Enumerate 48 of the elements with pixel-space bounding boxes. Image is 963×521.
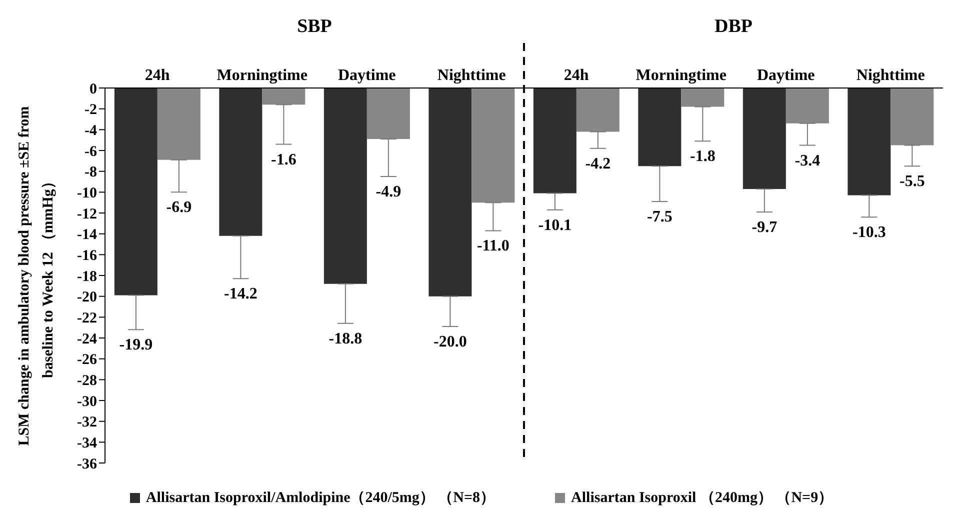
y-tick-label: -8	[84, 164, 97, 181]
y-axis-title: LSM change in ambulatory blood pressure ±SE from baseline to Week 12 （mmHg）	[15, 104, 57, 448]
data-label: -1.8	[690, 148, 716, 166]
x-tick-label: Morningtime	[216, 67, 308, 84]
y-tick-label: 0	[90, 81, 97, 98]
data-label: -19.9	[119, 336, 153, 354]
data-label: -11.0	[476, 238, 510, 255]
text: DBP	[714, 16, 753, 37]
x-tick-label: Nighttime	[437, 67, 506, 84]
x-tick-label: Daytime	[756, 67, 815, 84]
data-label: -1.6	[271, 151, 296, 168]
y-tick-label: -2	[84, 102, 97, 118]
data-label: -9.7	[752, 218, 778, 236]
data-label: -18.8	[328, 330, 362, 348]
y-tick-label: -6	[84, 144, 98, 160]
data-label: -14.2	[224, 286, 258, 303]
data-label: -4.9	[376, 184, 402, 201]
legend-label: Allisartan Isoproxil （240mg） （N=9）	[571, 489, 834, 507]
y-tick-label: -18	[77, 268, 97, 285]
data-label: -3.4	[794, 152, 820, 170]
y-tick-label: -4	[84, 122, 98, 139]
text: SBP	[297, 16, 332, 37]
y-tick-label: -16	[77, 248, 98, 264]
data-label: -4.2	[585, 155, 611, 172]
y-tick-label: -10	[77, 185, 97, 202]
y-tick-label: -30	[77, 394, 97, 410]
y-tick-label: -14	[77, 227, 98, 244]
legend-label: Allisartan Isoproxil/Amlodipine（240/5mg） （N=8）	[146, 489, 496, 507]
y-tick-label: -32	[77, 414, 97, 431]
y-tick-label: -28	[77, 372, 97, 389]
y-tick-label: -26	[77, 352, 98, 368]
data-label: -10.1	[538, 216, 572, 234]
data-label: -6.9	[166, 199, 192, 216]
x-tick-label: Morningtime	[636, 67, 726, 84]
x-tick-label: Nighttime	[856, 67, 925, 84]
x-tick-label: 24h	[144, 67, 170, 84]
x-tick-label: Daytime	[338, 67, 396, 84]
y-tick-label: -22	[77, 310, 97, 326]
x-tick-label: 24h	[564, 67, 589, 84]
data-label: -7.5	[647, 208, 672, 226]
data-label: -10.3	[852, 224, 886, 242]
data-label: -5.5	[900, 173, 925, 190]
y-tick-label: -34	[77, 435, 98, 452]
y-tick-label: -20	[77, 290, 97, 306]
y-tick-label: -12	[77, 206, 97, 222]
y-tick-label: -24	[77, 331, 98, 348]
data-label: -20.0	[434, 334, 467, 351]
y-tick-label: -36	[77, 456, 98, 472]
